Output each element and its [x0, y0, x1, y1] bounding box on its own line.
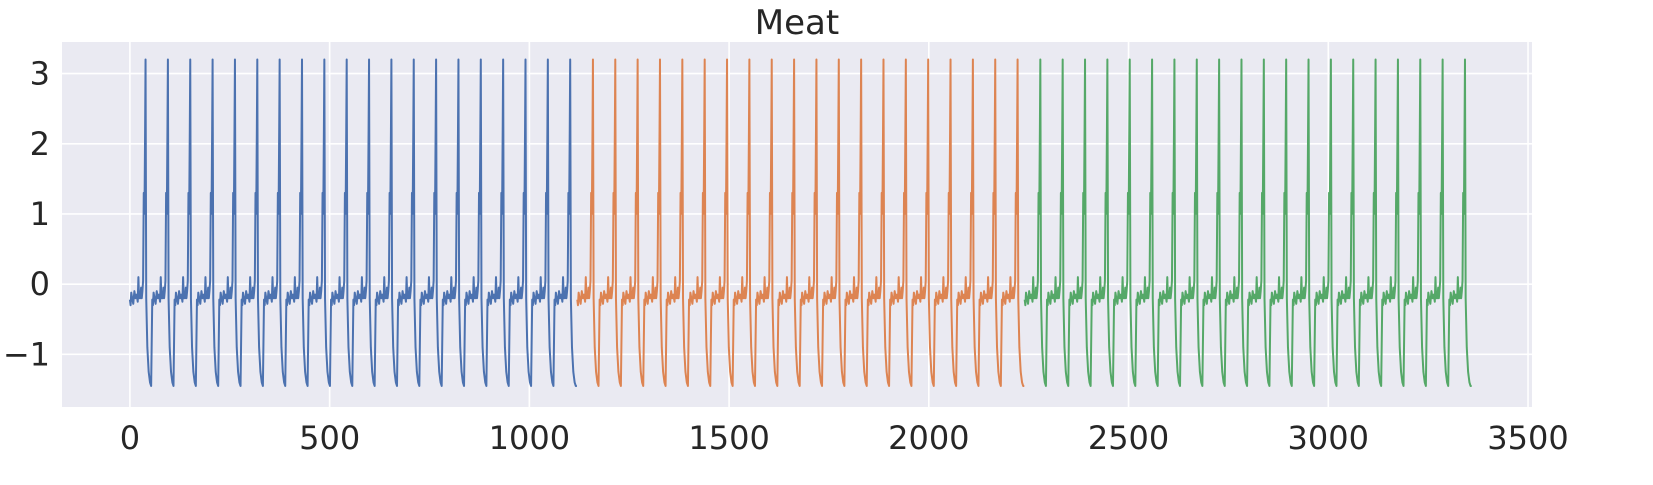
x-tick-label: 3000	[1288, 419, 1369, 457]
x-tick-label: 3500	[1487, 419, 1568, 457]
y-tick-label: 3	[30, 55, 50, 93]
x-tick-label: 0	[120, 419, 140, 457]
series-lines	[128, 58, 1472, 387]
y-tick-label: 0	[30, 265, 50, 303]
chart-title: Meat	[755, 3, 839, 43]
x-tick-label: 2500	[1088, 419, 1169, 457]
series-line-3	[1023, 58, 1472, 387]
y-tick-label: 2	[30, 125, 50, 163]
x-tick-label: 500	[299, 419, 360, 457]
x-tick-label: 2000	[888, 419, 969, 457]
y-axis: −1 0 1 2 3	[3, 55, 50, 374]
x-tick-label: 1000	[489, 419, 570, 457]
series-line-2	[576, 58, 1025, 387]
x-tick-label: 1500	[688, 419, 769, 457]
x-axis: 0 500 1000 1500 2000 2500 3000 3500	[120, 419, 1569, 457]
y-tick-label: 1	[30, 195, 50, 233]
y-tick-label: −1	[3, 335, 50, 373]
series-line-1	[128, 58, 577, 387]
